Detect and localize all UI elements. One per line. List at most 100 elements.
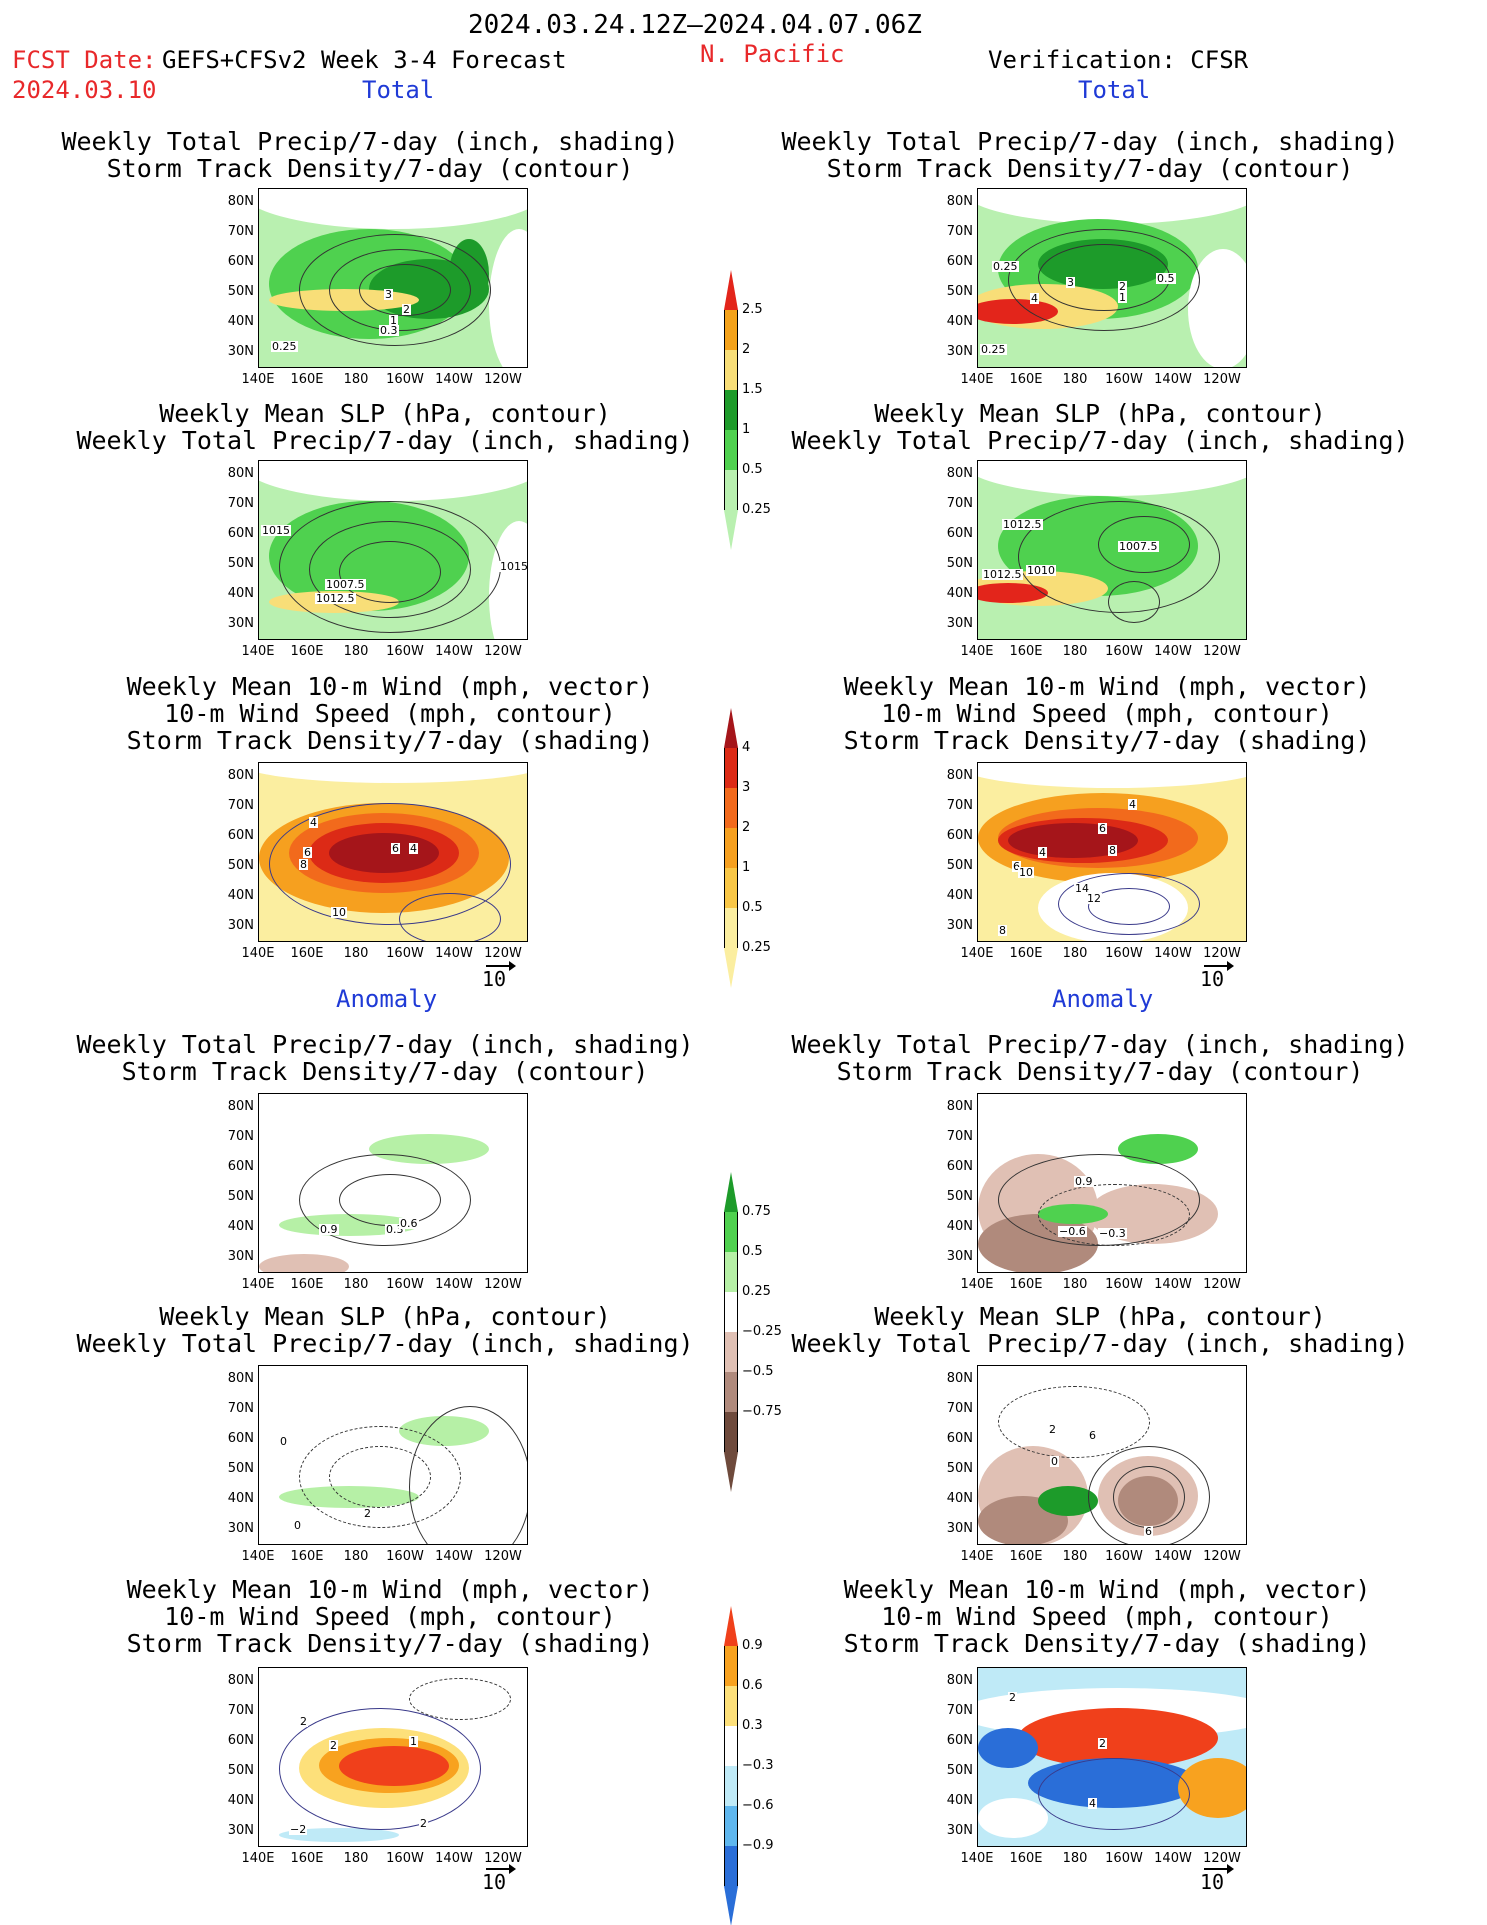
lat-tick-label: 80N (946, 1371, 973, 1386)
lat-tick-label: 30N (946, 344, 973, 359)
lon-tick-label: 160E (290, 644, 324, 659)
title-f-wind-2: 10-m Wind Speed (mph, contour) (164, 699, 616, 728)
lon-tick-label: 140E (960, 644, 994, 659)
lon-tick-label: 160E (290, 1549, 324, 1564)
lon-tick-label: 180 (343, 644, 369, 659)
lat-tick-label: 50N (946, 858, 973, 873)
colorbar-top-triangle (724, 1172, 738, 1212)
lon-tick-label: 140W (1154, 1549, 1192, 1564)
section-anomaly-right: Anomaly (1052, 985, 1154, 1013)
lon-tick-label: 140E (241, 644, 275, 659)
colorbar-segment (724, 1372, 738, 1412)
f-slp-clabel: 1015 (261, 524, 291, 537)
lat-tick-label: 40N (227, 888, 254, 903)
lon-tick-label: 160E (290, 1851, 324, 1866)
title-f-wind-3: Storm Track Density/7-day (shading) (126, 726, 654, 755)
fa-wind-clabel: 1 (409, 1735, 418, 1748)
vector-ref-label: 10 (1200, 967, 1225, 991)
lat-tick-label: 50N (227, 284, 254, 299)
f-precip-clabel: 0.25 (271, 340, 298, 353)
lon-tick-label: 180 (343, 946, 369, 961)
lon-tick-label: 160E (290, 372, 324, 387)
colorbar-segment (724, 350, 738, 390)
lat-tick-label: 30N (227, 1521, 254, 1536)
colorbar-tick-label: 2 (742, 820, 751, 835)
colorbar-tick-label: 4 (742, 740, 751, 755)
colorbar-segment (724, 430, 738, 470)
vector-ref-fa-wind: 10 (482, 1864, 516, 1894)
f-slp-clabel: 1007.5 (325, 578, 366, 591)
colorbar-segment (724, 390, 738, 430)
vector-arrow-icon (486, 1864, 516, 1874)
lon-tick-label: 140E (960, 946, 994, 961)
lon-tick-label: 160W (1105, 946, 1143, 961)
lat-tick-label: 80N (227, 768, 254, 783)
lat-tick-label: 70N (946, 496, 973, 511)
lon-tick-label: 160W (1105, 1549, 1143, 1564)
v-wind-clabel: 12 (1086, 892, 1102, 905)
title-f-slp-2: Weekly Total Precip/7-day (inch, shading… (76, 426, 694, 455)
title-fa-precip-2: Storm Track Density/7-day (contour) (121, 1057, 649, 1086)
v-slp-clabel: 1007.5 (1118, 540, 1159, 553)
colorbar-tick-label: 0.5 (742, 462, 763, 477)
fa-wind-clabel: 2 (419, 1817, 428, 1830)
lon-tick-label: 160W (1105, 1851, 1143, 1866)
v-wind-clabel: 8 (998, 924, 1007, 937)
va-wind-clabel: 4 (1088, 1797, 1097, 1810)
lat-tick-label: 80N (946, 466, 973, 481)
lat-tick-label: 50N (227, 556, 254, 571)
lat-tick-label: 40N (946, 888, 973, 903)
map-verification-wind: 4 6 4 6 8 10 14 12 8 (977, 762, 1247, 942)
map-forecast-precip: 3 2 1 0.3 0.25 (258, 188, 528, 368)
f-precip-clabel: 0.3 (379, 324, 399, 337)
lat-tick-label: 40N (946, 314, 973, 329)
v-precip-clabel: 1 (1118, 291, 1127, 304)
lat-tick-label: 80N (946, 1673, 973, 1688)
colorbar-segment (724, 1806, 738, 1846)
title-va-wind-2: 10-m Wind Speed (mph, contour) (881, 1602, 1333, 1631)
lon-tick-label: 140W (435, 1549, 473, 1564)
lat-tick-label: 50N (946, 556, 973, 571)
lon-tick-label: 120W (1203, 644, 1241, 659)
lon-tick-label: 180 (1062, 1549, 1088, 1564)
fa-precip-clabel: 0.3 (385, 1223, 405, 1236)
v-precip-clabel: 4 (1030, 292, 1039, 305)
colorbar-segment (724, 748, 738, 788)
colorbar-segment (724, 1292, 738, 1332)
lon-tick-label: 140W (435, 1851, 473, 1866)
lon-tick-label: 120W (484, 1277, 522, 1292)
colorbar-tick-label: 0.25 (742, 502, 771, 517)
lat-tick-label: 70N (227, 496, 254, 511)
colorbar-segment (724, 1252, 738, 1292)
title-va-precip-1: Weekly Total Precip/7-day (inch, shading… (791, 1030, 1409, 1059)
lat-tick-label: 80N (227, 1371, 254, 1386)
map-verification-slp: 1012.5 1007.5 1012.5 1010 (977, 460, 1247, 640)
colorbar-tick-label: −0.25 (742, 1324, 782, 1339)
lon-tick-label: 180 (1062, 946, 1088, 961)
lat-tick-label: 40N (946, 1491, 973, 1506)
colorbar-tick-label: 1.5 (742, 382, 763, 397)
va-slp-clabel: 6 (1144, 1525, 1153, 1538)
v-wind-clabel: 14 (1074, 882, 1090, 895)
colorbar-segment (724, 1646, 738, 1686)
lat-tick-label: 50N (227, 1763, 254, 1778)
title-fa-wind-1: Weekly Mean 10-m Wind (mph, vector) (126, 1575, 654, 1604)
lon-tick-label: 140W (1154, 1851, 1192, 1866)
lat-tick-label: 30N (227, 344, 254, 359)
period-title: 2024.03.24.12Z–2024.04.07.06Z (468, 10, 922, 40)
lon-tick-label: 160W (386, 1851, 424, 1866)
lon-tick-label: 160E (1009, 372, 1043, 387)
lon-tick-label: 140E (960, 1851, 994, 1866)
v-precip-clabel: 3 (1066, 276, 1075, 289)
v-wind-clabel: 4 (1038, 846, 1047, 859)
forecast-description: GEFS+CFSv2 Week 3-4 Forecast (162, 46, 567, 74)
region-label: N. Pacific (700, 40, 845, 68)
title-fa-wind-3: Storm Track Density/7-day (shading) (126, 1629, 654, 1658)
lon-tick-label: 140E (241, 1277, 275, 1292)
lat-tick-label: 70N (227, 1703, 254, 1718)
lon-tick-label: 180 (343, 1549, 369, 1564)
lon-tick-label: 180 (1062, 644, 1088, 659)
lat-tick-label: 60N (946, 254, 973, 269)
lon-tick-label: 120W (484, 372, 522, 387)
